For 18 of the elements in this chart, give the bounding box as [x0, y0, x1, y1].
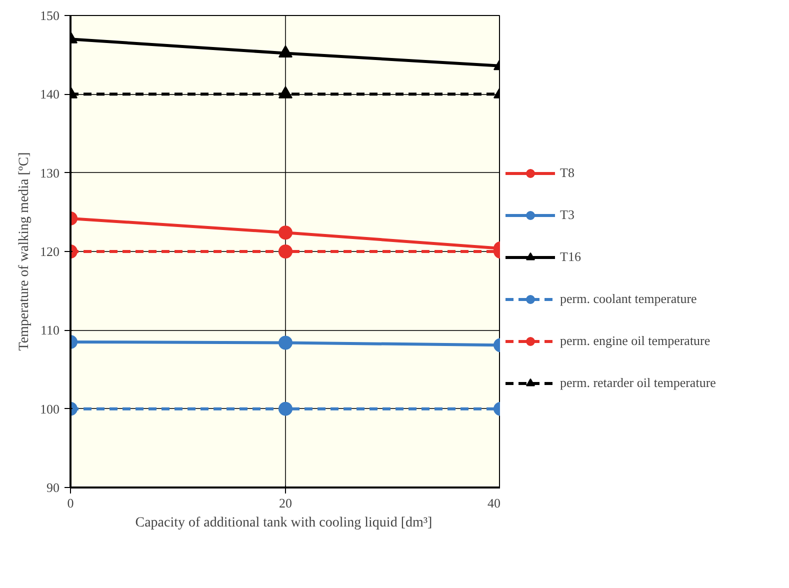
legend-label: perm. coolant temperature — [560, 291, 697, 307]
y-tick-label: 120 — [40, 244, 60, 259]
y-tick-label: 140 — [40, 86, 60, 102]
x-tick-label: 20 — [279, 496, 292, 510]
y-axis-title: Temperature of walking media [ºC] — [17, 152, 32, 351]
x-tick-label: 40 — [488, 496, 500, 510]
y-tick-label: 110 — [40, 322, 60, 338]
legend-label: perm. retarder oil temperature — [560, 375, 716, 391]
y-tick-label: 130 — [40, 165, 60, 180]
y-tick-label: 100 — [40, 401, 60, 416]
x-axis-title: Capacity of additional tank with cooling liquid [dm³] — [135, 516, 432, 530]
y-tick-label: 90 — [46, 480, 60, 495]
legend-label: T16 — [560, 249, 581, 265]
y-tick-label: 150 — [40, 8, 60, 23]
x-tick-label: 0 — [67, 496, 74, 510]
legend-label: T8 — [560, 165, 576, 181]
legend-label: T3 — [560, 207, 576, 223]
legend-label: perm. engine oil temperature — [560, 333, 710, 349]
